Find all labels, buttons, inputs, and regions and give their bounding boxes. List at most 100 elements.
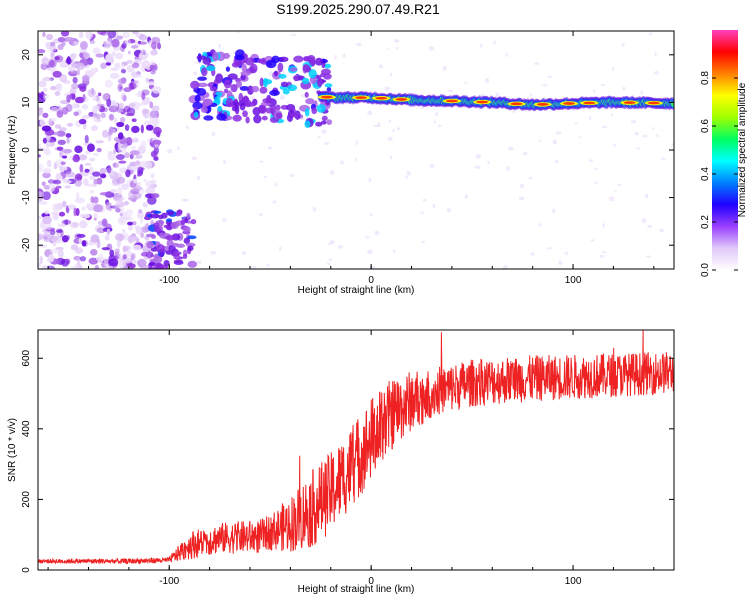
spectrogram-cell: [117, 186, 123, 196]
spectrogram-cell: [54, 159, 64, 168]
spectrogram-cell: [84, 134, 89, 144]
spectrogram-cell: [279, 94, 286, 100]
spectrogram-cell: [71, 62, 78, 68]
spectrogram-cell: [42, 93, 49, 100]
spectrogram-cell: [159, 232, 165, 239]
spectrogram-cell: [644, 193, 649, 199]
spectrogram-cell: [222, 218, 227, 222]
spectrogram-cell: [55, 185, 62, 189]
colorbar-tick-label: 0.6: [700, 119, 711, 133]
spectrogram-cell: [245, 116, 250, 124]
spectrogram-cell: [38, 201, 48, 205]
spectrogram-cell: [150, 150, 157, 158]
spectrogram-cell: [320, 120, 327, 125]
spectrogram-cell: [263, 175, 268, 179]
spectrogram-cell: [72, 76, 78, 84]
spectrogram-cell: [75, 207, 80, 217]
spectrogram-cell: [487, 160, 490, 165]
spectrogram-cell: [374, 230, 380, 236]
spectrogram-cell: [150, 49, 158, 56]
spectrogram-cell: [253, 114, 262, 124]
spectrogram-cell: [105, 202, 112, 211]
spectrogram-cell: [153, 156, 159, 161]
spectrogram-cell: [79, 256, 87, 262]
spectrogram-cell: [642, 134, 648, 138]
spectrogram-cell: [135, 154, 143, 159]
spectrogram-cell: [122, 216, 133, 221]
spectrogram-cell: [96, 147, 102, 153]
spectrogram-cell: [317, 77, 323, 88]
spectrogram-cell: [117, 132, 124, 140]
spectrogram-cell: [79, 163, 84, 173]
spectrogram-cell: [155, 131, 161, 138]
spectrogram-cell: [89, 40, 96, 44]
spectrogram-cell: [245, 57, 255, 66]
spectrogram-cell: [45, 33, 54, 41]
spectrogram-cell: [56, 130, 66, 137]
spectrogram-cell: [114, 52, 124, 60]
spectrogram-cell: [445, 99, 458, 103]
spectrogram-cell: [181, 198, 187, 202]
spectrogram-cell: [39, 255, 43, 265]
colorbar-tick-label: 0.8: [700, 71, 711, 85]
spectrogram-cell: [185, 125, 189, 130]
spectrogram-cell: [41, 125, 52, 132]
spectrogram-cell: [109, 265, 114, 269]
spectrogram-cell: [115, 154, 125, 161]
spectrogram-cell: [126, 59, 133, 64]
spectrogram-cell: [328, 257, 332, 262]
spectrogram-cell: [131, 259, 137, 264]
spectrogram-cell: [55, 229, 63, 233]
spectrogram-cell: [370, 213, 373, 216]
spectrogram-cell: [82, 93, 86, 101]
spectrogram-cell: [127, 235, 134, 244]
spectrogram-cell: [38, 196, 43, 202]
spectrogram-cell: [225, 66, 231, 72]
spectrogram-x-tick-label: 0: [368, 275, 374, 286]
spectrogram-cell: [59, 149, 64, 158]
spectrogram-cell: [375, 96, 388, 100]
spectrogram-cell: [324, 63, 332, 69]
spectrogram-cell: [223, 160, 227, 164]
spectrogram-cell: [76, 174, 83, 180]
spectrogram-cell: [265, 107, 275, 114]
spectrogram-cell: [474, 165, 481, 169]
spectrogram-cell: [128, 81, 137, 90]
spectrogram-cell: [87, 143, 95, 152]
spectrogram-cell: [94, 118, 102, 123]
spectrogram-cell: [47, 254, 55, 263]
spectrogram-cell: [124, 152, 130, 159]
spectrogram-cell: [93, 213, 98, 219]
spectrogram-cell: [113, 117, 118, 124]
spectrogram-cell: [279, 246, 282, 251]
spectrogram-cell: [118, 77, 127, 85]
spectrogram-cell: [59, 127, 67, 132]
spectrogram-cell: [92, 171, 101, 177]
spectrogram-cell: [378, 64, 384, 69]
spectrogram-cell: [81, 104, 89, 110]
spectrogram-cell: [522, 152, 528, 156]
spectrogram-cell: [127, 223, 134, 231]
spectrogram-cell: [121, 183, 129, 191]
snr-x-axis-title: Height of straight line (km): [298, 584, 415, 595]
spectrogram-cell: [38, 154, 41, 158]
spectrogram-cell: [83, 52, 90, 59]
spectrogram-cell: [90, 234, 100, 243]
spectrogram-cell: [646, 225, 653, 228]
spectrogram-cell: [280, 81, 289, 88]
spectrogram-cell: [49, 45, 57, 52]
spectrogram-x-tick-label: 100: [565, 275, 582, 286]
spectrogram-cell: [130, 45, 139, 49]
spectrogram-cell: [369, 265, 376, 269]
spectrogram-cell: [171, 242, 179, 247]
spectrogram-cell: [602, 251, 607, 254]
spectrogram-cell: [40, 63, 48, 70]
spectrogram-cell: [76, 68, 81, 76]
spectrogram-cell: [84, 162, 92, 166]
spectrogram-cell: [554, 160, 559, 164]
spectrogram-cell: [52, 179, 62, 185]
colorbar-title: Normalized spectral amplitude: [737, 82, 748, 217]
spectrogram-cell: [428, 46, 435, 51]
spectrogram-cell: [206, 65, 216, 72]
spectrogram-cell: [125, 209, 134, 217]
